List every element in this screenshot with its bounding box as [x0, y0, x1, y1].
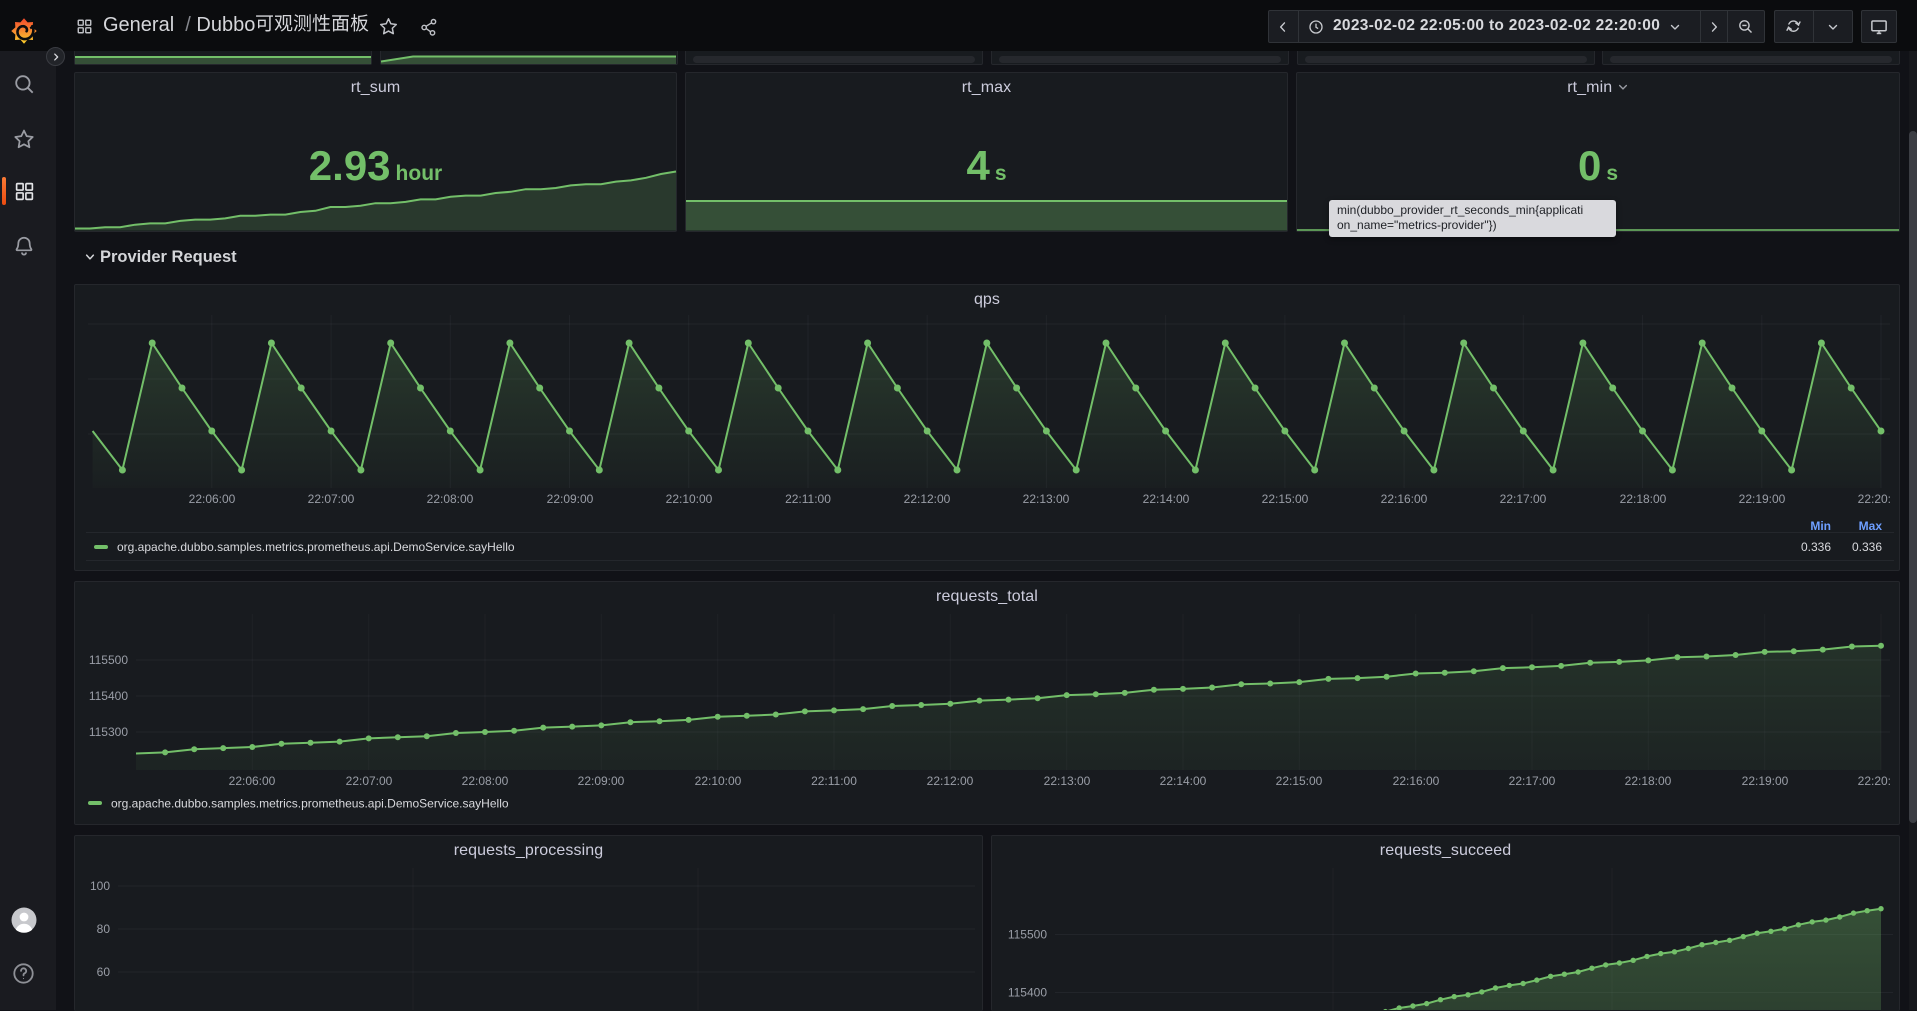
- svg-text:22:09:00: 22:09:00: [578, 774, 625, 788]
- svg-text:Min: Min: [1810, 519, 1831, 533]
- svg-text:22:19:00: 22:19:00: [1739, 492, 1786, 506]
- svg-text:22:07:00: 22:07:00: [308, 492, 355, 506]
- svg-text:Max: Max: [1859, 519, 1883, 533]
- svg-text:22:10:00: 22:10:00: [666, 492, 713, 506]
- svg-text:22:18:00: 22:18:00: [1620, 492, 1667, 506]
- svg-text:22:11:00: 22:11:00: [785, 492, 831, 506]
- svg-text:22:13:00: 22:13:00: [1044, 774, 1091, 788]
- svg-text:22:10:00: 22:10:00: [695, 774, 742, 788]
- svg-text:22:11:00: 22:11:00: [811, 774, 857, 788]
- svg-text:80: 80: [97, 922, 111, 936]
- svg-text:22:18:00: 22:18:00: [1625, 774, 1672, 788]
- svg-text:22:19:00: 22:19:00: [1742, 774, 1789, 788]
- svg-text:22:20:00: 22:20:00: [1858, 492, 1905, 506]
- svg-text:22:15:00: 22:15:00: [1262, 492, 1309, 506]
- svg-text:org.apache.dubbo.samples.metri: org.apache.dubbo.samples.metrics.prometh…: [111, 797, 509, 811]
- svg-text:22:17:00: 22:17:00: [1509, 774, 1556, 788]
- svg-text:22:14:00: 22:14:00: [1160, 774, 1207, 788]
- svg-text:60: 60: [97, 965, 111, 979]
- svg-text:0.336: 0.336: [1801, 540, 1831, 554]
- svg-text:22:08:00: 22:08:00: [462, 774, 509, 788]
- svg-text:22:16:00: 22:16:00: [1381, 492, 1428, 506]
- svg-text:115300: 115300: [89, 725, 128, 739]
- svg-text:22:07:00: 22:07:00: [346, 774, 393, 788]
- svg-text:100: 100: [90, 879, 110, 893]
- svg-text:22:06:00: 22:06:00: [189, 492, 236, 506]
- svg-text:22:14:00: 22:14:00: [1143, 492, 1190, 506]
- svg-text:0.336: 0.336: [1852, 540, 1882, 554]
- svg-text:22:15:00: 22:15:00: [1276, 774, 1323, 788]
- svg-text:22:08:00: 22:08:00: [427, 492, 474, 506]
- svg-text:22:06:00: 22:06:00: [229, 774, 276, 788]
- svg-text:22:20:00: 22:20:00: [1858, 774, 1905, 788]
- svg-text:115400: 115400: [1008, 986, 1047, 1000]
- svg-text:22:17:00: 22:17:00: [1500, 492, 1547, 506]
- svg-text:org.apache.dubbo.samples.metri: org.apache.dubbo.samples.metrics.prometh…: [117, 540, 515, 554]
- svg-text:115500: 115500: [1008, 928, 1047, 942]
- svg-text:22:12:00: 22:12:00: [927, 774, 974, 788]
- svg-text:115500: 115500: [89, 653, 128, 667]
- svg-text:22:13:00: 22:13:00: [1023, 492, 1070, 506]
- svg-text:22:09:00: 22:09:00: [547, 492, 594, 506]
- svg-text:22:16:00: 22:16:00: [1393, 774, 1440, 788]
- svg-text:22:12:00: 22:12:00: [904, 492, 951, 506]
- svg-text:115400: 115400: [89, 689, 128, 703]
